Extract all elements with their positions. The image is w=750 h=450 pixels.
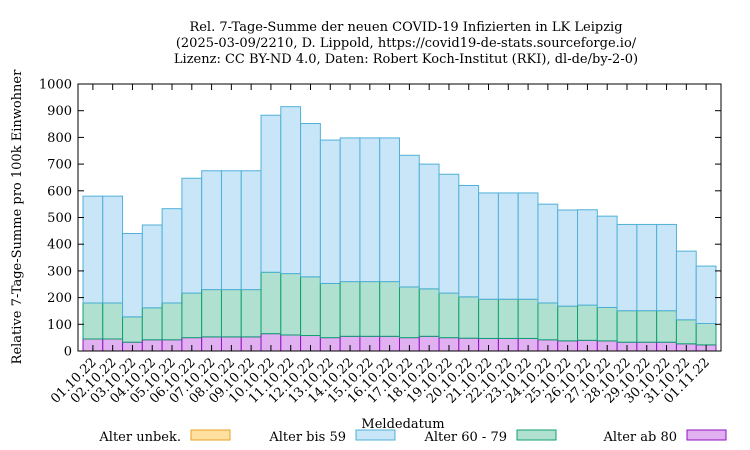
- bar-alter-60-79-04-10-22: [141, 307, 163, 341]
- y-tick-label: 0: [64, 345, 72, 360]
- bar-alter-60-79-28-10-22: [616, 310, 638, 343]
- y-tick-label: 900: [47, 104, 72, 119]
- bar-alter-60-79-22-10-22: [497, 298, 519, 339]
- bar-alter-bis-59-12-10-22: [300, 123, 321, 278]
- bar-alter-60-79-27-10-22: [596, 306, 618, 342]
- bar-alter-60-79-29-10-22: [636, 310, 658, 343]
- bar-alter-60-79-10-10-22: [260, 271, 282, 335]
- bar-alter-bis-59-20-10-22: [458, 184, 480, 298]
- axes: [77, 83, 722, 352]
- bar-alter-60-79-12-10-22: [300, 276, 321, 337]
- title-line-1: Rel. 7-Tage-Summe der neuen COVID-19 Inf…: [189, 20, 622, 35]
- bar-alter-bis-59-15-10-22: [359, 137, 381, 283]
- bar-alter-bis-59-24-10-22: [537, 203, 559, 304]
- bar-alter-60-79-13-10-22: [319, 282, 341, 339]
- bar-alter-bis-59-07-10-22: [201, 170, 222, 291]
- bar-alter-60-79-18-10-22: [418, 288, 440, 337]
- bar-alter-60-79-02-10-22: [102, 302, 124, 340]
- bar-alter-bis-59-28-10-22: [616, 223, 638, 312]
- legend: Alter unbek. Alter bis 59 Alter 60 - 79 Alt…: [98, 429, 727, 445]
- bar-alter-60-79-09-10-22: [240, 289, 262, 338]
- bar-alter-60-79-21-10-22: [478, 298, 499, 339]
- bar-alter-bis-59-22-10-22: [497, 192, 519, 300]
- legend-label-alter-bis-59: Alter bis 59: [268, 430, 346, 445]
- chart-title: Rel. 7-Tage-Summe der neuen COVID-19 Inf…: [174, 20, 638, 67]
- y-tick-label: 600: [47, 184, 72, 199]
- bar-alter-60-79-08-10-22: [220, 289, 242, 338]
- bar-alter-bis-59-25-10-22: [557, 209, 579, 307]
- bar-alter-bis-59-27-10-22: [596, 215, 618, 308]
- legend-swatch-alter-bis-59: [355, 429, 396, 441]
- title-line-2: (2025-03-09/2210, D. Lippold, https://co…: [176, 36, 637, 51]
- bar-alter-bis-59-14-10-22: [339, 137, 361, 283]
- bar-alter-bis-59-18-10-22: [418, 163, 440, 290]
- bar-alter-60-79-26-10-22: [577, 304, 598, 341]
- bar-alter-60-79-31-10-22: [675, 319, 697, 345]
- y-tick-label: 700: [47, 158, 72, 173]
- legend-swatch-alter-ab-80: [686, 429, 727, 441]
- bar-alter-bis-59-19-10-22: [438, 173, 460, 294]
- x-axis-label: Meldedatum: [361, 417, 444, 432]
- bar-alter-60-79-01-10-22: [82, 302, 104, 340]
- bar-alter-bis-59-31-10-22: [675, 250, 697, 321]
- bar-alter-bis-59-16-10-22: [379, 137, 401, 283]
- bar-alter-60-79-20-10-22: [458, 296, 480, 339]
- y-tick-label: 200: [47, 291, 72, 306]
- bar-alter-60-79-23-10-22: [517, 298, 539, 339]
- x-tick-labels: 01.10.2202.10.2203.10.2204.10.2205.10.22…: [48, 355, 713, 407]
- bar-alter-bis-59-03-10-22: [122, 233, 143, 318]
- y-tick-label: 800: [47, 131, 72, 146]
- bars: [82, 106, 717, 352]
- bar-alter-60-79-25-10-22: [557, 305, 579, 342]
- bar-alter-60-79-17-10-22: [399, 286, 420, 339]
- legend-swatch-alter-60-79: [516, 429, 557, 441]
- bar-alter-60-79-14-10-22: [339, 281, 361, 337]
- y-tick-label: 100: [47, 318, 72, 333]
- bar-alter-bis-59-13-10-22: [319, 139, 341, 284]
- bar-alter-bis-59-30-10-22: [656, 223, 677, 312]
- bar-alter-bis-59-21-10-22: [478, 192, 499, 300]
- legend-label-alter-60-79: Alter 60 - 79: [423, 430, 507, 445]
- bar-alter-60-79-06-10-22: [181, 292, 203, 339]
- bar-alter-bis-59-26-10-22: [577, 209, 598, 306]
- title-line-3: Lizenz: CC BY-ND 4.0, Daten: Robert Koch…: [174, 52, 638, 67]
- bar-alter-bis-59-01-11-22: [695, 265, 717, 324]
- bar-alter-60-79-19-10-22: [438, 292, 460, 339]
- bar-alter-bis-59-17-10-22: [399, 154, 420, 288]
- bar-alter-bis-59-08-10-22: [220, 170, 242, 291]
- bar-alter-60-79-11-10-22: [280, 273, 302, 336]
- y-tick-label: 1000: [39, 78, 72, 93]
- bar-alter-bis-59-01-10-22: [82, 195, 104, 304]
- y-tick-label: 300: [47, 264, 72, 279]
- bar-alter-60-79-07-10-22: [201, 289, 222, 338]
- bar-alter-bis-59-05-10-22: [161, 208, 183, 304]
- bar-alter-bis-59-09-10-22: [240, 170, 262, 291]
- bar-alter-bis-59-02-10-22: [102, 195, 124, 304]
- bar-alter-bis-59-29-10-22: [636, 223, 658, 312]
- y-tick-label: 500: [47, 211, 72, 226]
- legend-swatch-alter-unbek-: [190, 429, 231, 441]
- bar-alter-bis-59-06-10-22: [181, 177, 203, 294]
- bar-alter-60-79-24-10-22: [537, 302, 559, 341]
- legend-label-alter-unbek-: Alter unbek.: [98, 430, 181, 445]
- y-axis-label: Relative 7-Tage-Summe pro 100k Einwohner: [10, 69, 25, 364]
- bar-alter-60-79-03-10-22: [122, 316, 143, 343]
- legend-label-alter-ab-80: Alter ab 80: [602, 430, 677, 445]
- y-tick-labels: 0 100 200 300 400 500 600 700 800 900 1000: [39, 78, 72, 360]
- bar-alter-bis-59-04-10-22: [141, 224, 163, 309]
- bar-alter-bis-59-23-10-22: [517, 192, 539, 300]
- bar-alter-60-79-30-10-22: [656, 310, 677, 343]
- bar-alter-bis-59-10-10-22: [260, 114, 282, 273]
- bar-alter-bis-59-11-10-22: [280, 106, 302, 275]
- bar-alter-60-79-16-10-22: [379, 281, 401, 337]
- y-tick-label: 400: [47, 238, 72, 253]
- bar-alter-60-79-05-10-22: [161, 302, 183, 341]
- bar-alter-60-79-01-11-22: [695, 323, 717, 346]
- bar-alter-60-79-15-10-22: [359, 281, 381, 337]
